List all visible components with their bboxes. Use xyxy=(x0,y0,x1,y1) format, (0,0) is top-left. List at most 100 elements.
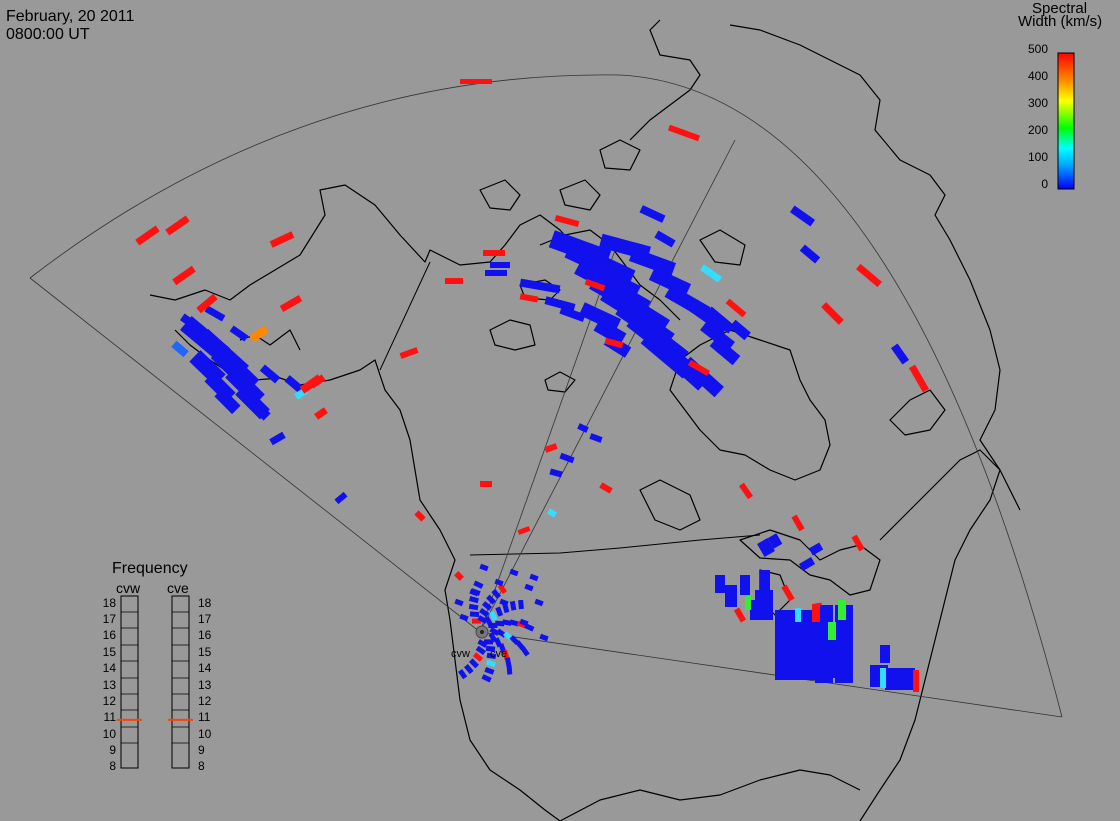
scatter-cell xyxy=(488,623,498,628)
frequency-tick-left: 14 xyxy=(102,661,116,675)
scatter-cell xyxy=(821,302,844,325)
scatter-cell xyxy=(699,264,723,283)
scatter-cell xyxy=(559,452,575,464)
scatter-cell xyxy=(880,668,886,688)
scatter-cell xyxy=(589,433,603,443)
scatter-cell xyxy=(740,575,750,595)
scatter-cell xyxy=(733,607,747,623)
scatter-cell xyxy=(473,580,484,589)
scatter-cell xyxy=(880,645,890,663)
frequency-tick-left: 8 xyxy=(109,759,116,773)
scatter-cell xyxy=(399,347,419,359)
frequency-tick-right: 10 xyxy=(198,727,212,741)
frequency-tick-left: 9 xyxy=(109,743,116,757)
scatter-cell xyxy=(502,619,512,626)
scatter-cell xyxy=(795,608,801,622)
scatter-cell xyxy=(469,658,479,669)
scatter-cell xyxy=(269,231,295,248)
scatter-cell xyxy=(760,570,770,595)
scatter-cell xyxy=(479,563,489,572)
scatter-cell xyxy=(486,652,497,660)
frequency-tick-left: 17 xyxy=(102,612,116,626)
frequency-radar-label: cve xyxy=(167,580,189,596)
scatter-cell xyxy=(534,598,544,607)
scatter-cell xyxy=(900,668,915,690)
frequency-tick-right: 9 xyxy=(198,743,205,757)
frequency-tick-right: 17 xyxy=(198,612,212,626)
scatter-cell xyxy=(484,667,495,675)
scatter-cell xyxy=(593,318,627,346)
scatter-cell xyxy=(715,575,725,593)
scatter-cell xyxy=(477,615,488,624)
frequency-tick-right: 16 xyxy=(198,628,212,642)
scatter-cell xyxy=(486,594,496,605)
frequency-radar-label: cvw xyxy=(116,580,141,596)
scatter-cell xyxy=(494,578,504,587)
scatter-cell xyxy=(468,603,479,611)
scatter-cell xyxy=(504,657,512,668)
frequency-tick-right: 12 xyxy=(198,694,212,708)
scatter-cell xyxy=(828,622,836,640)
scatter-cell xyxy=(745,596,751,610)
frequency-tick-left: 13 xyxy=(102,678,116,692)
scatter-cell xyxy=(789,205,816,227)
colorbar-tick: 200 xyxy=(1027,123,1048,137)
frequency-tick-right: 8 xyxy=(198,759,205,773)
frequency-tick-right: 13 xyxy=(198,678,212,692)
frequency-tick-left: 15 xyxy=(102,645,116,659)
scatter-cell xyxy=(604,337,624,349)
scatter-cell xyxy=(725,585,737,607)
scatter-cell xyxy=(798,557,816,571)
scatter-cell xyxy=(577,423,589,433)
scatter-cell xyxy=(196,293,218,314)
scatter-cell xyxy=(519,278,561,294)
colorbar-tick: 400 xyxy=(1027,69,1048,83)
scatter-cell xyxy=(495,606,504,617)
scatter-cell xyxy=(445,278,463,284)
scatter-cell xyxy=(705,306,735,334)
scatter-cell xyxy=(269,431,286,446)
scatter-cell xyxy=(780,655,800,675)
scatter-cell xyxy=(725,298,747,318)
scatter-cell xyxy=(757,538,775,557)
colorbar-units: Width (km/s) xyxy=(1018,13,1103,30)
scatter-cell xyxy=(519,618,529,627)
scatter-cell xyxy=(547,508,557,518)
scatter-cell xyxy=(913,670,919,692)
scatter-cell xyxy=(767,533,783,549)
scatter-cell xyxy=(648,267,692,297)
scatter-cell xyxy=(481,674,492,683)
scatter-cell xyxy=(738,482,754,500)
scatter-cell xyxy=(639,205,666,223)
radar-field-of-view xyxy=(29,74,1063,718)
scatter-cell xyxy=(477,639,488,648)
scatter-cell xyxy=(334,491,348,505)
borders xyxy=(379,261,761,556)
scatter-cell xyxy=(838,600,846,620)
scatter-cell xyxy=(464,664,474,675)
scatter-cell xyxy=(502,603,510,614)
scatter-cell xyxy=(491,588,501,599)
frequency-tick-left: 11 xyxy=(103,710,116,724)
scatter-cell xyxy=(249,325,269,343)
scatter-cell xyxy=(279,294,303,313)
scatter-cell xyxy=(229,325,249,342)
scatter-cell xyxy=(468,596,479,604)
scatter-cell xyxy=(529,573,539,582)
scatter-cell xyxy=(249,399,271,421)
scatter-cell xyxy=(908,364,930,393)
scatter-cell xyxy=(135,225,160,246)
scatter-cell xyxy=(554,214,580,228)
time-label: 0800:00 UT xyxy=(6,26,90,43)
scatter-cell xyxy=(495,620,505,627)
scatter-cell xyxy=(509,619,520,627)
scatter-cell xyxy=(489,610,498,622)
scatter-cell xyxy=(214,387,241,415)
scatter-cell xyxy=(414,510,426,522)
frequency-panel xyxy=(120,595,190,769)
frequency-tick-left: 10 xyxy=(102,727,116,741)
scatter-cell xyxy=(812,604,820,622)
scatter-cell xyxy=(549,468,563,478)
scatter-cell xyxy=(204,305,226,322)
